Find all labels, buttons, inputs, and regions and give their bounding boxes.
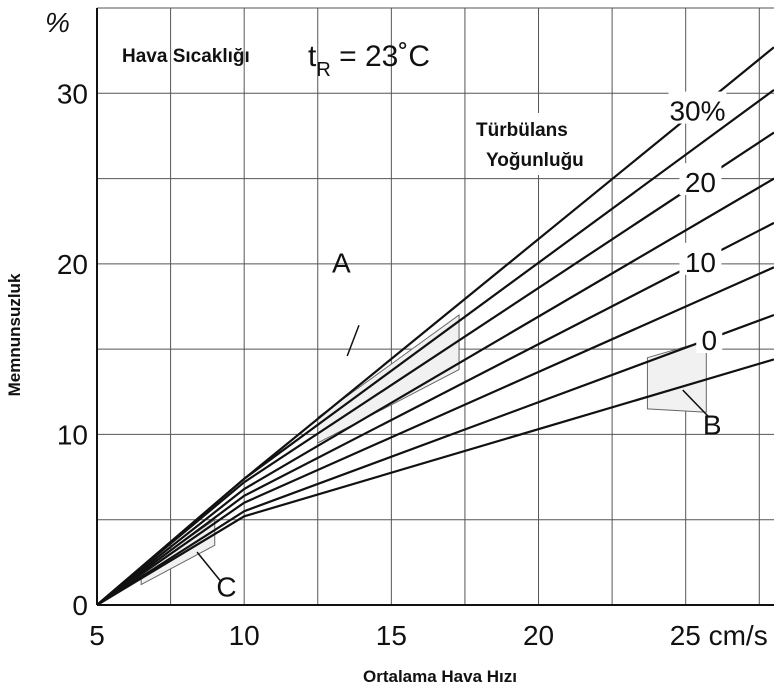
box-label-a: A <box>332 247 351 278</box>
temperature-rest: = 23˚C <box>331 40 430 73</box>
box-label-leader <box>346 324 360 357</box>
legend-title-bg <box>470 113 610 175</box>
plot-background <box>97 8 774 605</box>
box-label-c: C <box>216 571 236 602</box>
temperature-subscript: R <box>316 59 330 81</box>
series-line <box>96 177 774 606</box>
y-tick-label: 10 <box>57 419 88 450</box>
x-tick-label: 20 <box>523 620 554 651</box>
box-label-b: B <box>703 409 722 440</box>
series <box>96 46 774 606</box>
curve-label-bg <box>668 91 727 124</box>
series-line <box>96 221 774 606</box>
temperature-label: Hava Sıcaklığı <box>122 46 250 67</box>
temperature-value: tR = 23˚C <box>308 40 430 81</box>
x-tick-label: 10 <box>229 620 260 651</box>
curve-label: 10 <box>685 247 716 278</box>
y-tick-label: 30 <box>57 78 88 109</box>
curve-label: 0 <box>701 325 717 356</box>
curve-label-bg <box>679 242 722 275</box>
series-line <box>96 358 774 606</box>
x-tick-label: 25 cm/s <box>670 620 768 651</box>
series-line <box>96 131 774 606</box>
x-tick-label: 5 <box>89 620 105 651</box>
tick-labels: 5 10 15 20 25 cm/s 0 10 20 30 <box>57 78 768 651</box>
legend-title-line1: Türbülans <box>476 120 568 141</box>
curve-label-bg <box>696 321 723 354</box>
curve-label: 20 <box>685 167 716 198</box>
legend-title-line2: Yoğunluğu <box>486 150 584 171</box>
box-label-leader <box>682 389 710 418</box>
y-tick-label: 20 <box>57 249 88 280</box>
curve-label-bg <box>679 163 722 196</box>
curve-labels: 30% 20 10 0 <box>668 91 727 356</box>
box-labels: A B C <box>196 247 722 602</box>
temperature-symbol: t <box>308 40 317 73</box>
box-label-leader <box>196 551 222 582</box>
y-unit-label: % <box>45 7 70 38</box>
x-tick-label: 15 <box>376 620 407 651</box>
x-axis-title: Ortalama Hava Hızı <box>363 667 517 686</box>
legend-title: Türbülans Yoğunluğu <box>470 113 610 175</box>
series-line <box>96 266 774 606</box>
axes <box>96 8 774 606</box>
temperature-annotation: Hava Sıcaklığı tR = 23˚C <box>122 40 430 81</box>
y-axis-title: Memnunsuzluk <box>5 273 24 396</box>
curve-label: 30% <box>669 96 725 127</box>
y-tick-label: 0 <box>72 590 88 621</box>
series-line <box>96 313 774 606</box>
